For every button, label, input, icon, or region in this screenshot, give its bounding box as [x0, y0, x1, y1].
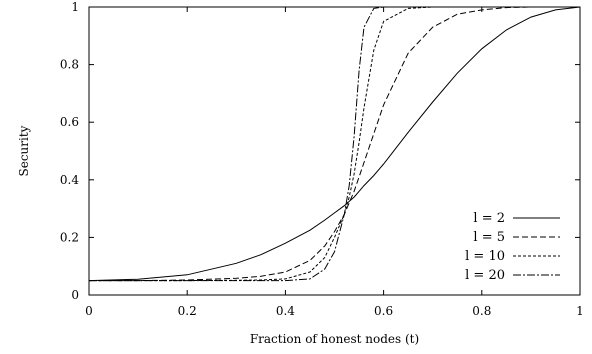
series-line-3: [89, 6, 580, 282]
x-tick-label: 0: [85, 304, 93, 318]
x-tick-label: 0.8: [472, 304, 491, 318]
y-tick-label: 1: [71, 0, 79, 14]
plot-frame: [88, 6, 581, 296]
axis-ticks: 0 0.2 0.4 0.6 0.8 1 0 0.2 0.4 0.6 0.8 1: [60, 0, 584, 318]
x-tick-label: 0.4: [276, 304, 295, 318]
x-tick-label: 0.2: [178, 304, 197, 318]
legend-entry-label: l = 20: [465, 268, 505, 283]
y-axis-label: Security: [17, 125, 31, 176]
y-tick-label: 0.8: [60, 58, 79, 72]
x-axis-label: Fraction of honest nodes (t): [250, 332, 419, 346]
legend-entry-label: l = 10: [465, 249, 505, 264]
series-lines: [88, 6, 581, 282]
series-line-4: [89, 6, 580, 282]
legend: l = 2 l = 5 l = 10 l = 20: [465, 211, 560, 283]
y-tick-label: 0.4: [60, 173, 79, 187]
y-tick-label: 0.2: [60, 230, 79, 244]
x-tick-label: 1: [576, 304, 584, 318]
y-tick-label: 0.6: [60, 115, 79, 129]
series-line-1: [88, 6, 581, 282]
y-tick-label: 0: [71, 288, 79, 302]
x-tick-label: 0.6: [374, 304, 393, 318]
series-line-2: [89, 6, 580, 282]
legend-entry-label: l = 5: [473, 230, 505, 245]
legend-entry-label: l = 2: [473, 211, 505, 226]
